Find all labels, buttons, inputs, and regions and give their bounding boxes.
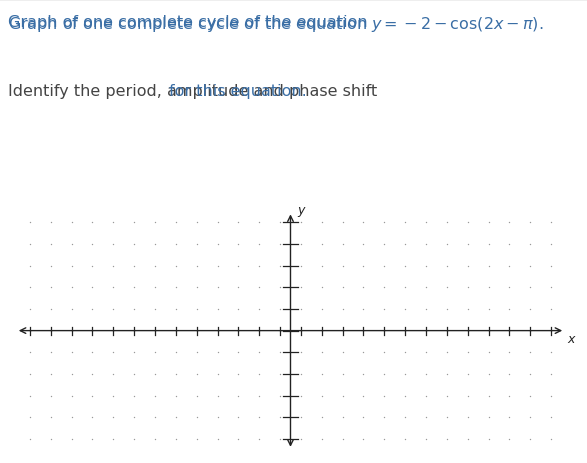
Text: Identify the period, amplitude and phase shift: Identify the period, amplitude and phase… — [8, 83, 382, 98]
Text: x: x — [568, 332, 575, 345]
Text: y: y — [298, 203, 305, 216]
Text: Graph of one complete cycle of the equation: Graph of one complete cycle of the equat… — [8, 15, 372, 30]
Text: for this equation.: for this equation. — [169, 83, 307, 98]
Text: Identify the period, amplitude and phase shift for this equation.: Identify the period, amplitude and phase… — [8, 83, 519, 98]
Text: Graph of one complete cycle of the equation $\mathit{y}=-2-\cos(2x-\pi).$: Graph of one complete cycle of the equat… — [8, 15, 543, 34]
